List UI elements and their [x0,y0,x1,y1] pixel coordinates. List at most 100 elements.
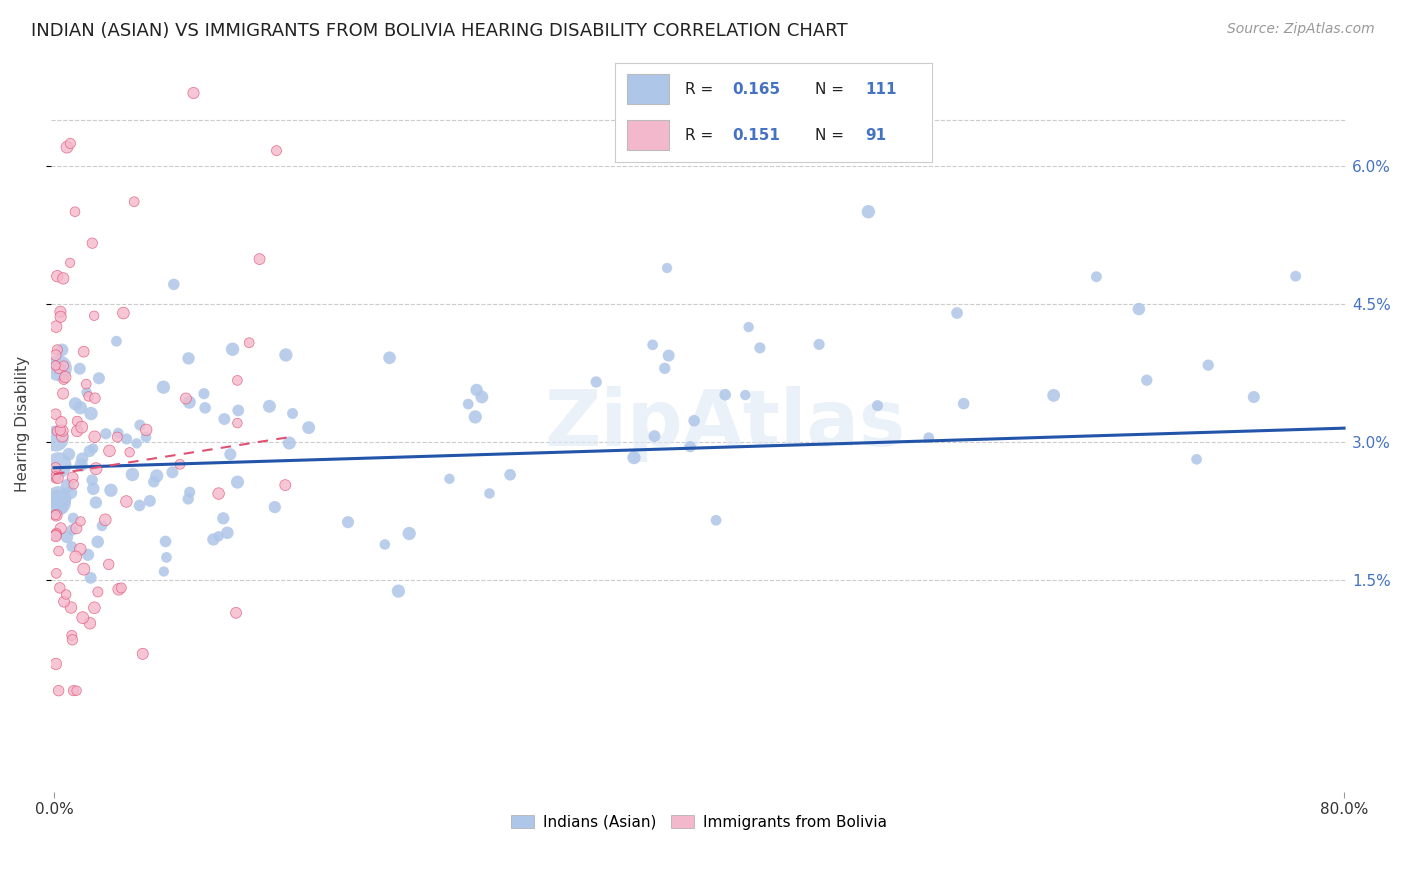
Point [952,397,974,411]
Point [110,581,132,595]
Point [66,414,89,428]
Point [683,414,706,428]
Point [73,562,96,576]
Point [77,548,100,562]
Text: ZipAtlas: ZipAtlas [544,385,905,461]
Point [82,482,104,496]
Point [1042,388,1064,402]
Point [51,429,73,443]
Point [162,465,184,479]
Point [152,380,174,394]
Point [374,537,396,551]
Point [52,271,75,285]
Point [219,447,242,461]
Point [51,415,73,429]
Point [641,338,664,352]
Point [1185,452,1208,467]
Point [46,471,69,485]
Point [82,236,104,251]
Point [737,320,759,334]
Point [48,458,70,473]
Point [623,450,645,465]
Point [48,361,70,376]
Point [499,467,522,482]
Point [1285,269,1308,284]
Point [179,395,201,409]
Point [69,542,91,557]
Point [70,451,93,466]
Point [226,373,249,387]
Point [155,534,177,549]
Point [87,371,110,385]
Point [80,407,103,421]
Point [45,359,67,373]
Point [59,485,82,500]
Point [45,657,67,671]
Point [398,526,420,541]
Point [65,549,87,564]
Point [121,467,143,482]
Point [177,351,200,366]
Point [249,252,271,266]
Point [238,335,260,350]
Text: Source: ZipAtlas.com: Source: ZipAtlas.com [1227,22,1375,37]
Text: INDIAN (ASIAN) VS IMMIGRANTS FROM BOLIVIA HEARING DISABILITY CORRELATION CHART: INDIAN (ASIAN) VS IMMIGRANTS FROM BOLIVI… [31,22,848,40]
Point [263,500,285,514]
Point [337,515,360,529]
Point [56,478,79,492]
Point [45,432,67,446]
Point [135,430,157,444]
Point [79,571,101,585]
Point [56,530,79,544]
Point [128,499,150,513]
Point [73,344,96,359]
Point [202,533,225,547]
Point [45,526,67,541]
Point [86,534,108,549]
Point [217,525,239,540]
Point [45,508,67,522]
Point [734,388,756,402]
Point [1243,390,1265,404]
Point [387,584,409,599]
Point [226,475,249,489]
Point [465,383,488,397]
Point [132,647,155,661]
Point [63,204,86,219]
Point [193,386,215,401]
Point [79,444,101,458]
Point [83,309,105,323]
Point [45,471,67,485]
Point [808,337,831,351]
Point [281,407,304,421]
Point [112,306,135,320]
Point [1197,358,1219,372]
Point [174,392,197,406]
Point [212,511,235,525]
Point [51,501,73,516]
Point [49,521,72,535]
Point [60,628,83,642]
Point [65,521,87,535]
Point [59,256,82,270]
Point [946,306,969,320]
Point [153,565,176,579]
Point [94,513,117,527]
Point [83,600,105,615]
Legend: Indians (Asian), Immigrants from Bolivia: Indians (Asian), Immigrants from Bolivia [505,809,894,836]
Point [1128,301,1150,316]
Point [83,430,105,444]
Point [51,343,73,357]
Point [46,424,69,438]
Point [65,397,87,411]
Point [75,377,97,392]
Point [45,407,67,421]
Y-axis label: Hearing Disability: Hearing Disability [15,356,30,491]
Point [107,425,129,440]
Point [56,140,79,154]
Point [125,436,148,450]
Point [53,594,76,608]
Point [49,423,72,437]
Point [866,399,889,413]
Point [464,409,486,424]
